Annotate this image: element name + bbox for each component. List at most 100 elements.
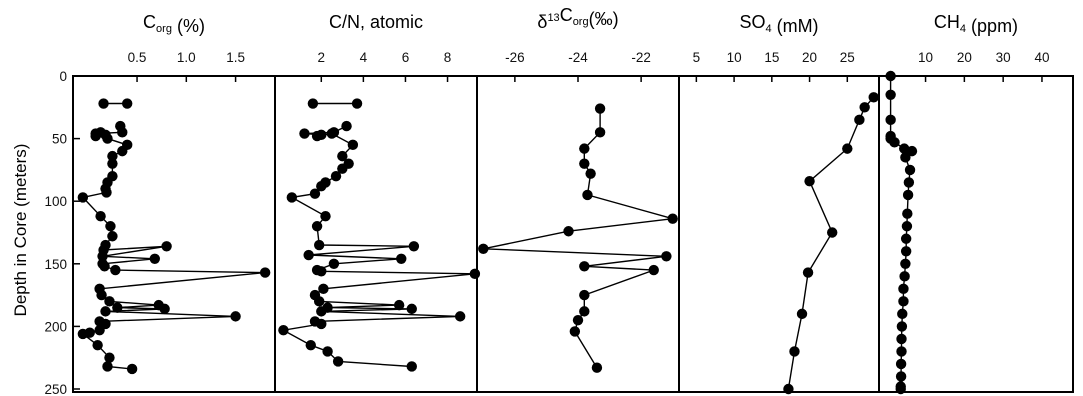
data-point — [896, 346, 907, 357]
y-tick-label: 150 — [44, 257, 67, 272]
data-point — [110, 264, 121, 276]
data-point — [591, 362, 603, 373]
data-point — [77, 192, 89, 203]
data-point — [579, 289, 590, 301]
data-point — [579, 158, 590, 169]
data-point — [99, 261, 110, 272]
x-tick-label: 40 — [1034, 50, 1049, 65]
data-point — [104, 352, 115, 363]
x-tick-label: 1.5 — [226, 50, 245, 65]
panel-title: CH4 (ppm) — [934, 12, 1018, 36]
data-point — [582, 189, 593, 201]
data-point — [337, 163, 348, 174]
data-point — [311, 130, 323, 142]
data-point — [313, 296, 325, 307]
data-point — [230, 311, 241, 322]
data-point — [337, 150, 348, 162]
data-point — [563, 226, 574, 237]
data-point — [77, 328, 89, 340]
x-tick-label: 25 — [840, 50, 855, 65]
data-point — [316, 180, 327, 192]
data-point — [406, 303, 417, 315]
data-point — [885, 114, 896, 126]
x-tick-label: -26 — [505, 50, 525, 65]
data-point — [161, 241, 172, 252]
data-point — [347, 139, 359, 151]
x-tick-label: 0.5 — [128, 50, 147, 65]
y-tick-label: 50 — [52, 132, 67, 147]
data-point — [316, 306, 327, 317]
data-point — [107, 150, 118, 162]
data-point — [332, 356, 344, 367]
data-point — [902, 189, 914, 201]
data-point — [408, 241, 420, 252]
data-point — [900, 246, 912, 257]
data-point — [311, 221, 323, 232]
data-point — [330, 170, 342, 182]
data-point — [667, 213, 678, 224]
x-tick-label: 1.0 — [177, 50, 196, 65]
x-tick-label: 10 — [727, 50, 742, 65]
data-point — [868, 92, 879, 103]
x-tick-label: 15 — [764, 50, 779, 65]
data-point — [661, 251, 672, 262]
data-point — [104, 296, 115, 307]
panel-so4: SO4 (mM) 5 10 15 20 25 — [693, 12, 880, 395]
data-point — [316, 318, 327, 330]
x-tick-label: 30 — [996, 50, 1011, 65]
data-point — [107, 158, 118, 169]
panels: Corg (%) 0.5 1.0 1.5 C/N, atomic 2 4 6 8 δ13Corg(… — [77, 5, 1049, 395]
data-point — [478, 243, 489, 254]
series-line — [281, 125, 475, 368]
data-point — [101, 187, 112, 198]
y-axis-label: Depth in Core (meters) — [11, 144, 30, 317]
data-point — [117, 127, 128, 138]
data-point — [906, 145, 918, 157]
data-point — [318, 283, 329, 295]
data-point — [322, 346, 333, 357]
x-tick-label: -24 — [568, 50, 588, 65]
panel-ch4: CH4 (ppm)10 20 30 40 — [885, 12, 1049, 395]
data-point — [107, 231, 118, 242]
data-point — [393, 299, 405, 311]
data-point — [898, 296, 909, 307]
data-point — [802, 267, 814, 278]
data-point — [903, 177, 915, 188]
x-tick-label: 20 — [802, 50, 817, 65]
data-point — [299, 128, 310, 139]
y-axis-ticks: 0 50 100 150 200 250 — [44, 69, 80, 396]
data-point — [900, 258, 911, 269]
data-point — [901, 221, 913, 232]
panel-d13c: δ13Corg(‰) -26 -24 -22 — [478, 5, 680, 392]
data-point — [796, 308, 808, 320]
data-point — [309, 188, 321, 199]
data-point — [827, 227, 838, 238]
data-point — [303, 249, 314, 261]
x-tick-label: 5 — [693, 50, 701, 65]
panel-cn: C/N, atomic 2 4 6 8 — [278, 12, 481, 392]
data-point — [112, 302, 123, 313]
x-tick-label: 6 — [402, 50, 410, 65]
plot-frame — [72, 75, 1074, 393]
data-point — [896, 321, 908, 332]
data-point — [278, 324, 289, 336]
data-point — [121, 98, 133, 109]
x-tick-label: 20 — [957, 50, 972, 65]
data-point — [454, 311, 466, 322]
data-point — [902, 208, 913, 219]
x-tick-label: 10 — [918, 50, 933, 65]
data-point — [328, 258, 340, 269]
panel-corg: Corg (%) 0.5 1.0 1.5 — [77, 12, 276, 392]
data-point — [351, 98, 363, 109]
x-tick-label: -22 — [631, 50, 651, 65]
data-point — [105, 221, 116, 232]
data-point — [469, 268, 481, 280]
data-point — [804, 175, 815, 187]
data-point — [341, 120, 352, 132]
data-point — [579, 143, 590, 154]
data-point — [95, 127, 106, 138]
data-point — [648, 264, 659, 276]
data-point — [102, 361, 113, 372]
panel-title: SO4 (mM) — [739, 12, 818, 36]
